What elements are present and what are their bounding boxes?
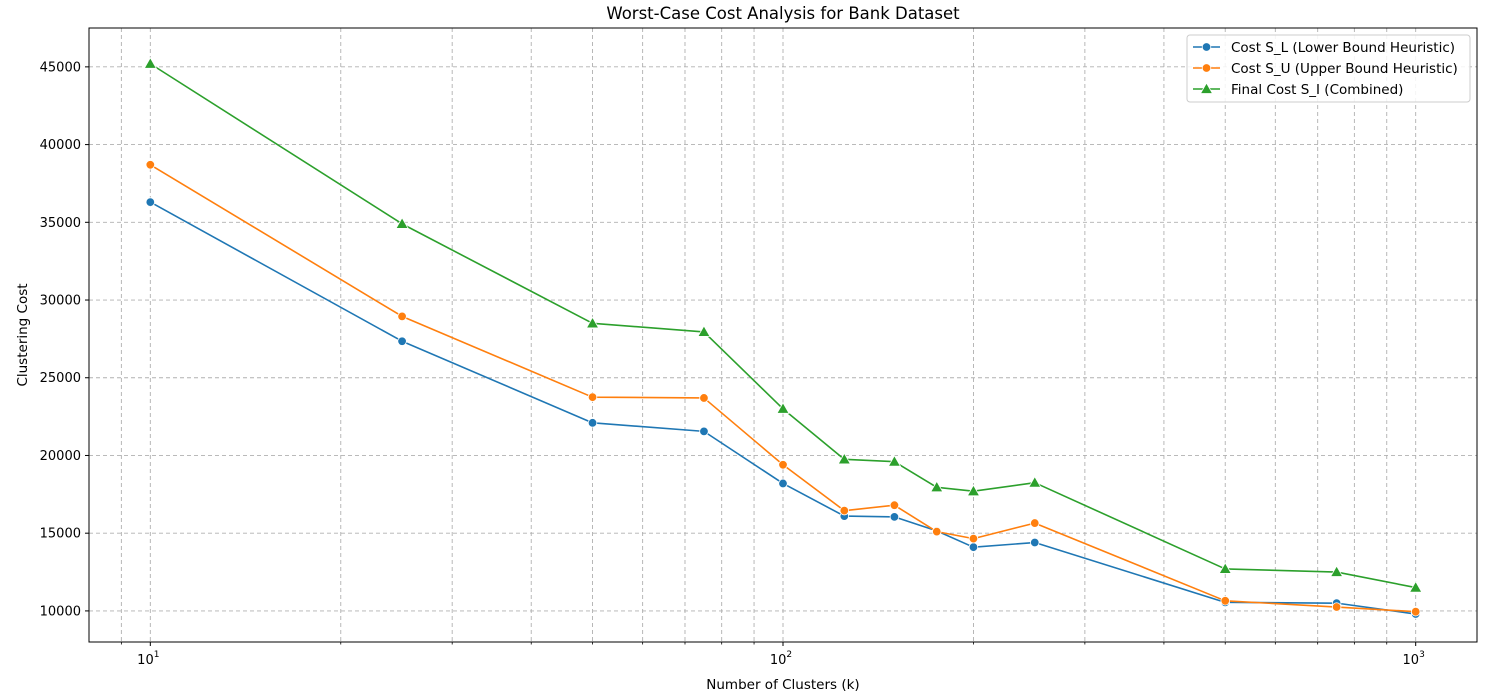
y-tick-label: 35000 [40, 216, 81, 231]
data-point [889, 500, 900, 510]
data-point [966, 484, 981, 497]
data-point [1408, 580, 1423, 593]
data-point [930, 480, 944, 493]
data-point [839, 505, 850, 516]
y-tick-label: 25000 [40, 371, 81, 386]
legend-label: Final Cost S_I (Combined) [1231, 82, 1403, 98]
series-2 [143, 56, 1423, 593]
y-tick-label: 20000 [40, 449, 81, 464]
axis-ticks: 101 102 103 10000 15000 20000 25000 30000 35000 4… [40, 60, 1425, 668]
data-point [968, 542, 979, 552]
data-point [1329, 565, 1344, 577]
legend-marker [1201, 63, 1212, 73]
x-tick-label: 102 [770, 650, 792, 668]
legend-box [1186, 34, 1471, 103]
data-point [887, 454, 902, 467]
x-tick-label: 101 [137, 650, 159, 668]
y-tick-label: 10000 [40, 604, 81, 619]
data-point [395, 217, 409, 229]
y-tick-label: 15000 [40, 527, 81, 542]
data-point [145, 197, 156, 207]
data-point [778, 460, 788, 470]
data-point [1030, 537, 1040, 548]
data-point [1030, 518, 1040, 528]
data-point [837, 452, 852, 465]
data-point [699, 426, 709, 437]
legend-label: Cost S_L (Lower Bound Heuristic) [1231, 40, 1455, 56]
data-point [697, 325, 711, 337]
grid-lines [89, 28, 1477, 642]
legend-marker [1199, 82, 1214, 94]
legend-marker [1201, 42, 1212, 52]
data-point [778, 478, 788, 489]
data-point [397, 311, 407, 322]
data-point [932, 526, 942, 537]
legend-item: Final Cost S_I (Combined) [1193, 82, 1403, 98]
data-point [776, 402, 790, 414]
y-tick-label: 30000 [40, 294, 81, 309]
chart-title: Worst-Case Cost Analysis for Bank Datase… [606, 4, 960, 23]
data-point [889, 512, 900, 522]
legend-item: Cost S_L (Lower Bound Heuristic) [1193, 40, 1455, 56]
data-point [585, 316, 600, 329]
y-axis-label: Clustering Cost [15, 283, 31, 386]
data-point [1028, 475, 1042, 488]
data-point [1331, 602, 1342, 612]
data-point [143, 56, 158, 69]
data-point [968, 533, 979, 544]
data-point [397, 336, 407, 346]
data-point [587, 418, 598, 428]
y-tick-label: 45000 [40, 60, 81, 75]
data-point [145, 160, 156, 170]
legend-label: Cost S_U (Upper Bound Heuristic) [1231, 61, 1458, 77]
data-point [699, 393, 709, 403]
legend: Cost S_L (Lower Bound Heuristic) Cost S_U… [1186, 34, 1471, 103]
series-1 [145, 160, 1421, 617]
series-layer [143, 56, 1423, 619]
x-tick-label: 103 [1403, 650, 1425, 668]
data-point [1220, 596, 1230, 606]
data-point [587, 392, 598, 402]
y-tick-label: 40000 [40, 138, 81, 153]
legend-item: Cost S_U (Upper Bound Heuristic) [1193, 61, 1458, 77]
data-point [1218, 562, 1232, 574]
data-point [1410, 606, 1421, 617]
x-axis-label: Number of Clusters (k) [706, 677, 859, 693]
